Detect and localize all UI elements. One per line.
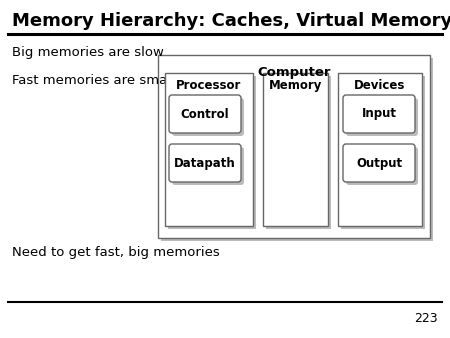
Text: Control: Control	[181, 107, 230, 121]
Text: Output: Output	[356, 156, 402, 169]
FancyBboxPatch shape	[343, 144, 415, 182]
Bar	[341, 76, 425, 229]
FancyBboxPatch shape	[172, 98, 244, 136]
Text: Devices: Devices	[354, 79, 406, 92]
Text: Processor: Processor	[176, 79, 242, 92]
FancyBboxPatch shape	[169, 144, 241, 182]
Text: Fast memories are small: Fast memories are small	[12, 74, 175, 87]
Text: Computer: Computer	[257, 66, 331, 79]
Bar	[165, 73, 253, 226]
Text: Datapath: Datapath	[174, 156, 236, 169]
FancyBboxPatch shape	[346, 98, 418, 136]
Bar	[168, 76, 256, 229]
FancyBboxPatch shape	[172, 147, 244, 185]
Text: Input: Input	[361, 107, 396, 121]
FancyBboxPatch shape	[169, 95, 241, 133]
Text: Big memories are slow: Big memories are slow	[12, 46, 164, 59]
Bar	[158, 55, 430, 238]
Bar	[266, 76, 331, 229]
Text: Memory: Memory	[269, 79, 322, 92]
Bar	[338, 73, 422, 226]
Text: Memory Hierarchy: Caches, Virtual Memory: Memory Hierarchy: Caches, Virtual Memory	[12, 12, 450, 30]
FancyBboxPatch shape	[343, 95, 415, 133]
Text: 223: 223	[414, 312, 438, 325]
Text: Need to get fast, big memories: Need to get fast, big memories	[12, 246, 220, 259]
FancyBboxPatch shape	[346, 147, 418, 185]
Bar	[161, 58, 433, 241]
Bar	[263, 73, 328, 226]
